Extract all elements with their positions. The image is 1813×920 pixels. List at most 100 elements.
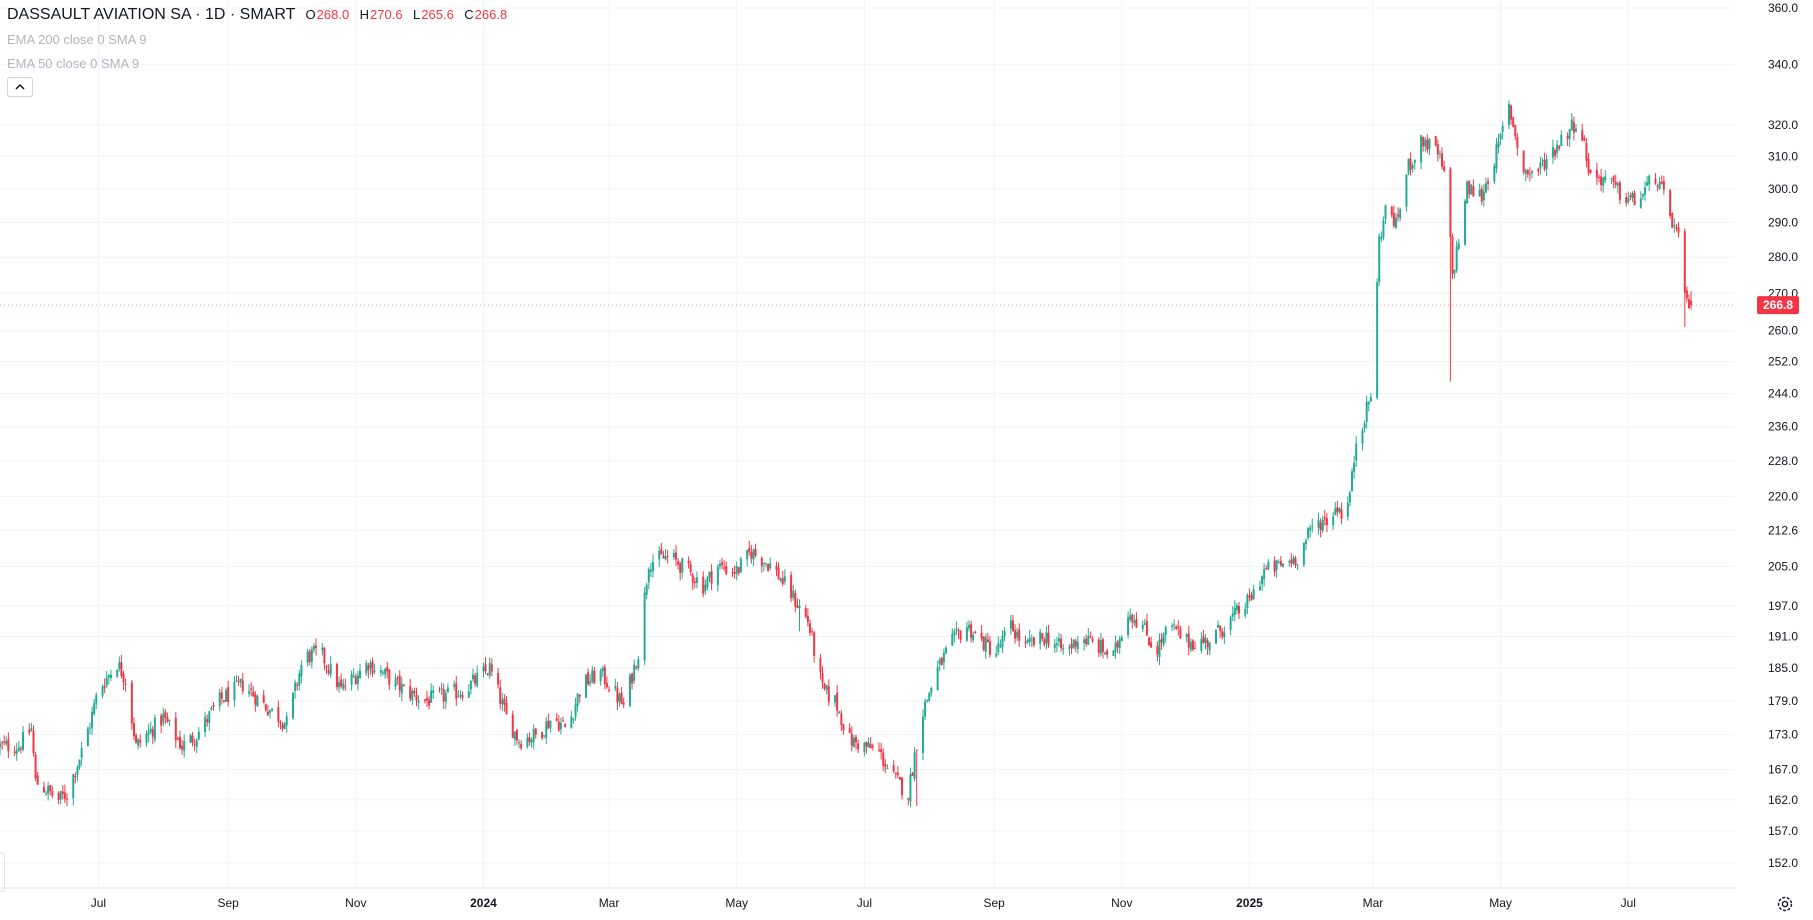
candle-body [505,703,508,715]
indicator-ema50[interactable]: EMA 50 close 0 SMA 9 [7,56,140,71]
candle-body [233,681,236,701]
candle-body [47,786,50,794]
candle-body [857,743,860,750]
candle-body [329,663,332,675]
collapse-legend-button[interactable] [7,77,33,97]
y-tick-label: 228.0 [1768,454,1798,468]
candle-body [474,675,477,684]
candle-body [995,653,998,657]
candle-body [1250,594,1253,601]
candle-body [1558,146,1561,149]
last-price-label: 266.8 [1763,298,1793,312]
candle-body [731,572,734,574]
candle-body [1409,158,1412,170]
indicator-ema200[interactable]: EMA 200 close 0 SMA 9 [7,32,147,47]
candle-body [924,701,927,717]
candle-body [1625,197,1628,203]
candle-body [1348,492,1351,503]
candle-body [338,682,341,688]
candle-body [781,578,784,585]
candle-body [1683,231,1686,293]
time-axis: Jul Sep Nov 2024 Mar May Jul Sep Nov 2025 Mar May Ju… [91,896,1636,910]
candle-body [1263,569,1266,580]
candle-body [513,731,516,740]
candle-body [746,549,749,560]
candle-body [1405,174,1408,207]
x-tick-label: Nov [1111,896,1132,910]
candle-body [587,672,590,685]
candle-body [1453,269,1456,274]
candle-body [1097,639,1100,653]
candle-body [1016,631,1019,638]
candle-body [1514,125,1517,137]
candle-body [482,666,485,672]
candle-body [45,793,48,795]
symbol-title[interactable]: DASSAULT AVIATION SA · 1D · SMART [7,6,296,23]
gear-icon[interactable] [1775,894,1795,914]
candle-body [344,686,347,688]
candle-body [294,682,297,691]
candle-body [1252,589,1255,599]
candle-body [1158,639,1161,658]
candle-body [239,678,242,683]
candle-body [358,670,361,679]
candle-body [1189,642,1192,650]
candle-body [120,662,123,676]
y-tick-label: 244.0 [1768,387,1798,401]
candle-body [823,683,826,689]
candle-body [555,718,558,721]
high-label: H [359,7,370,22]
candle-body [804,608,807,617]
candle-body [352,675,355,677]
candle-body [1355,443,1358,461]
candle-body [589,680,592,684]
candle-body [1258,586,1261,591]
candle-body [543,735,546,737]
candle-body [1194,647,1197,649]
candle-body [806,615,809,623]
candle-body [1221,631,1224,637]
open-label: O [305,7,316,22]
candle-body [984,636,987,652]
candle-body [1304,540,1307,544]
candle-body [750,551,753,559]
candle-body [1024,642,1027,644]
candle-body [130,682,133,724]
candle-body [1610,178,1613,180]
candle-body [739,558,742,573]
candle-body [848,728,851,733]
candle-body [863,742,866,752]
candle-body [944,647,947,654]
candle-body [103,686,106,688]
candle-body [235,680,238,682]
y-tick-label: 173.0 [1768,728,1798,742]
candle-body [1457,243,1460,249]
candle-body [457,696,460,698]
left-panel-tab[interactable] [0,852,5,892]
candle-body [151,729,154,737]
candle-body [1497,141,1500,148]
candle-body [1543,160,1546,170]
candle-body [266,711,269,716]
candle-body [633,664,636,681]
candle-body [455,683,458,699]
candle-body [1671,213,1674,228]
x-tick-label: May [1489,896,1512,910]
candle-body [716,566,719,586]
candle-body [792,590,795,598]
y-tick-label: 179.0 [1768,694,1798,708]
candle-body [1581,130,1584,141]
candle-body [1654,178,1657,184]
candle-body [926,699,929,702]
candle-body [1003,630,1006,637]
candle-body [279,721,282,724]
candle-body [691,574,694,583]
candle-body [1321,519,1324,531]
candle-body [1464,200,1467,245]
candle-body [599,670,602,682]
candle-body [1099,640,1102,654]
candle-body [1231,613,1234,617]
candle-body [1032,637,1035,646]
candle-body [1690,300,1693,306]
